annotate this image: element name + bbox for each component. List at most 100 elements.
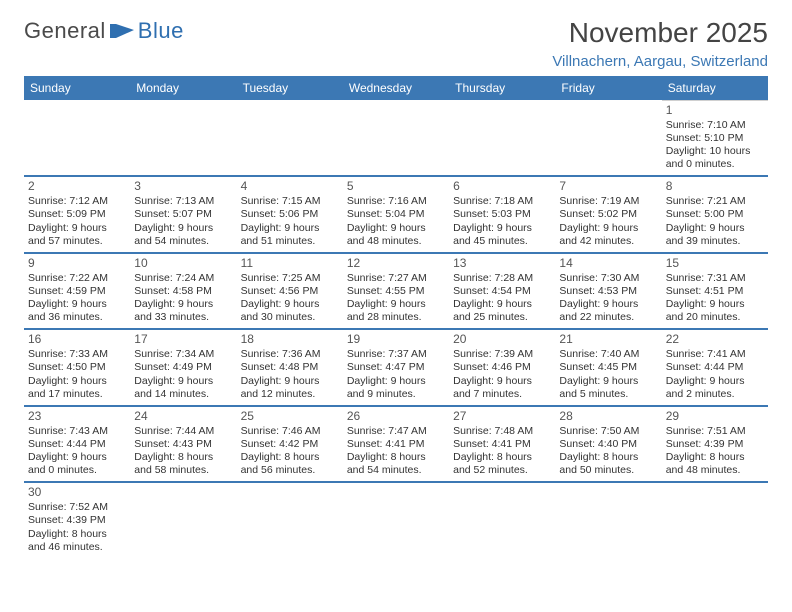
calendar-empty-cell xyxy=(237,482,343,558)
calendar-week-row: 16Sunrise: 7:33 AMSunset: 4:50 PMDayligh… xyxy=(24,329,768,406)
calendar-week-row: 9Sunrise: 7:22 AMSunset: 4:59 PMDaylight… xyxy=(24,253,768,330)
day-number: 23 xyxy=(28,409,126,424)
daylight-text: and 57 minutes. xyxy=(28,235,126,248)
sunrise-text: Sunrise: 7:13 AM xyxy=(134,195,232,208)
sunset-text: Sunset: 4:39 PM xyxy=(666,438,764,451)
sunrise-text: Sunrise: 7:36 AM xyxy=(241,348,339,361)
daylight-text: Daylight: 9 hours xyxy=(453,298,551,311)
daylight-text: Daylight: 8 hours xyxy=(453,451,551,464)
sunset-text: Sunset: 5:00 PM xyxy=(666,208,764,221)
day-number: 7 xyxy=(559,179,657,194)
day-number: 5 xyxy=(347,179,445,194)
daylight-text: and 42 minutes. xyxy=(559,235,657,248)
calendar-day-cell: 10Sunrise: 7:24 AMSunset: 4:58 PMDayligh… xyxy=(130,253,236,330)
daylight-text: Daylight: 9 hours xyxy=(28,222,126,235)
day-number: 20 xyxy=(453,332,551,347)
daylight-text: Daylight: 8 hours xyxy=(28,528,126,541)
daylight-text: and 48 minutes. xyxy=(347,235,445,248)
sunrise-text: Sunrise: 7:46 AM xyxy=(241,425,339,438)
sunrise-text: Sunrise: 7:19 AM xyxy=(559,195,657,208)
sunset-text: Sunset: 4:44 PM xyxy=(28,438,126,451)
day-number: 22 xyxy=(666,332,764,347)
sunrise-text: Sunrise: 7:51 AM xyxy=(666,425,764,438)
sunrise-text: Sunrise: 7:41 AM xyxy=(666,348,764,361)
daylight-text: and 17 minutes. xyxy=(28,388,126,401)
calendar-day-cell: 15Sunrise: 7:31 AMSunset: 4:51 PMDayligh… xyxy=(662,253,768,330)
sunrise-text: Sunrise: 7:30 AM xyxy=(559,272,657,285)
day-number: 6 xyxy=(453,179,551,194)
brand-logo: General Blue xyxy=(24,18,184,44)
sunset-text: Sunset: 5:09 PM xyxy=(28,208,126,221)
calendar-day-cell: 19Sunrise: 7:37 AMSunset: 4:47 PMDayligh… xyxy=(343,329,449,406)
sunrise-text: Sunrise: 7:52 AM xyxy=(28,501,126,514)
sunset-text: Sunset: 4:42 PM xyxy=(241,438,339,451)
calendar-empty-cell xyxy=(555,100,661,176)
calendar-day-cell: 30Sunrise: 7:52 AMSunset: 4:39 PMDayligh… xyxy=(24,482,130,558)
calendar-header-row: SundayMondayTuesdayWednesdayThursdayFrid… xyxy=(24,76,768,101)
day-number: 9 xyxy=(28,256,126,271)
sunset-text: Sunset: 4:46 PM xyxy=(453,361,551,374)
daylight-text: Daylight: 9 hours xyxy=(28,298,126,311)
calendar-day-cell: 9Sunrise: 7:22 AMSunset: 4:59 PMDaylight… xyxy=(24,253,130,330)
calendar-empty-cell xyxy=(449,482,555,558)
daylight-text: and 0 minutes. xyxy=(666,158,764,171)
daylight-text: and 56 minutes. xyxy=(241,464,339,477)
calendar-day-cell: 12Sunrise: 7:27 AMSunset: 4:55 PMDayligh… xyxy=(343,253,449,330)
calendar-empty-cell xyxy=(130,482,236,558)
weekday-header: Tuesday xyxy=(237,76,343,101)
sunrise-text: Sunrise: 7:21 AM xyxy=(666,195,764,208)
calendar-day-cell: 22Sunrise: 7:41 AMSunset: 4:44 PMDayligh… xyxy=(662,329,768,406)
calendar-day-cell: 20Sunrise: 7:39 AMSunset: 4:46 PMDayligh… xyxy=(449,329,555,406)
day-number: 4 xyxy=(241,179,339,194)
sunrise-text: Sunrise: 7:44 AM xyxy=(134,425,232,438)
daylight-text: and 30 minutes. xyxy=(241,311,339,324)
header: General Blue November 2025 Villnachern, … xyxy=(24,18,768,70)
weekday-header: Wednesday xyxy=(343,76,449,101)
calendar-week-row: 23Sunrise: 7:43 AMSunset: 4:44 PM Dayligh… xyxy=(24,406,768,483)
sunrise-text: Sunrise: 7:22 AM xyxy=(28,272,126,285)
daylight-text: and 5 minutes. xyxy=(559,388,657,401)
calendar-empty-cell xyxy=(343,100,449,176)
sunset-text: Sunset: 4:48 PM xyxy=(241,361,339,374)
daylight-text: Daylight: 8 hours xyxy=(241,451,339,464)
daylight-text: Daylight: 9 hours xyxy=(347,222,445,235)
sunrise-text: Sunrise: 7:12 AM xyxy=(28,195,126,208)
calendar-empty-cell xyxy=(662,482,768,558)
calendar-day-cell: 27Sunrise: 7:48 AMSunset: 4:41 PMDayligh… xyxy=(449,406,555,483)
calendar-day-cell: 2Sunrise: 7:12 AMSunset: 5:09 PMDaylight… xyxy=(24,176,130,253)
flag-icon xyxy=(110,22,136,40)
sunset-text: Sunset: 4:47 PM xyxy=(347,361,445,374)
daylight-text: Daylight: 8 hours xyxy=(559,451,657,464)
page-subtitle: Villnachern, Aargau, Switzerland xyxy=(552,53,768,70)
calendar-day-cell: 17Sunrise: 7:34 AMSunset: 4:49 PMDayligh… xyxy=(130,329,236,406)
calendar-empty-cell xyxy=(237,100,343,176)
daylight-text: Daylight: 9 hours xyxy=(559,298,657,311)
sunrise-text: Sunrise: 7:43 AM xyxy=(28,425,126,438)
calendar-week-row: 30Sunrise: 7:52 AMSunset: 4:39 PMDayligh… xyxy=(24,482,768,558)
title-block: November 2025 Villnachern, Aargau, Switz… xyxy=(552,18,768,70)
sunset-text: Sunset: 4:43 PM xyxy=(134,438,232,451)
daylight-text: Daylight: 9 hours xyxy=(347,375,445,388)
daylight-text: and 51 minutes. xyxy=(241,235,339,248)
sunset-text: Sunset: 4:59 PM xyxy=(28,285,126,298)
sunset-text: Sunset: 4:45 PM xyxy=(559,361,657,374)
calendar-empty-cell xyxy=(449,100,555,176)
calendar-day-cell: 24Sunrise: 7:44 AMSunset: 4:43 PMDayligh… xyxy=(130,406,236,483)
sunrise-text: Sunrise: 7:27 AM xyxy=(347,272,445,285)
sunset-text: Sunset: 5:07 PM xyxy=(134,208,232,221)
sunset-text: Sunset: 5:10 PM xyxy=(666,132,764,145)
calendar-week-row: 2Sunrise: 7:12 AMSunset: 5:09 PMDaylight… xyxy=(24,176,768,253)
calendar-day-cell: 11Sunrise: 7:25 AMSunset: 4:56 PMDayligh… xyxy=(237,253,343,330)
daylight-text: Daylight: 8 hours xyxy=(666,451,764,464)
day-number: 28 xyxy=(559,409,657,424)
sunrise-text: Sunrise: 7:33 AM xyxy=(28,348,126,361)
daylight-text: and 22 minutes. xyxy=(559,311,657,324)
sunset-text: Sunset: 4:41 PM xyxy=(347,438,445,451)
daylight-text: and 54 minutes. xyxy=(347,464,445,477)
sunrise-text: Sunrise: 7:15 AM xyxy=(241,195,339,208)
calendar-day-cell: 13Sunrise: 7:28 AMSunset: 4:54 PMDayligh… xyxy=(449,253,555,330)
daylight-text: Daylight: 9 hours xyxy=(559,375,657,388)
daylight-text: Daylight: 9 hours xyxy=(666,298,764,311)
daylight-text: and 45 minutes. xyxy=(453,235,551,248)
daylight-text: Daylight: 9 hours xyxy=(666,222,764,235)
